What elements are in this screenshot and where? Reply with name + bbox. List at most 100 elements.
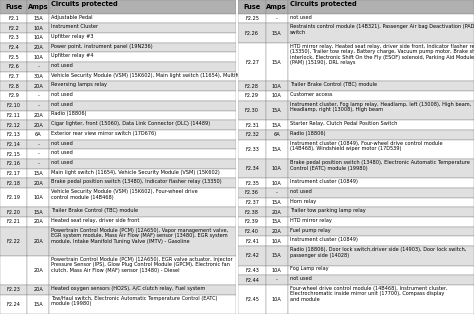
Bar	[288, 236, 474, 246]
Bar	[238, 159, 265, 178]
Bar	[288, 188, 474, 198]
Bar	[49, 285, 236, 295]
Text: Instrument Cluster: Instrument Cluster	[51, 24, 99, 29]
Bar	[238, 217, 265, 227]
Text: F2.1: F2.1	[8, 16, 19, 21]
Bar	[288, 140, 474, 159]
Text: 15A: 15A	[272, 253, 282, 258]
Text: 10A: 10A	[272, 239, 282, 244]
Bar	[49, 81, 236, 91]
Text: Instrument cluster (10849): Instrument cluster (10849)	[290, 179, 358, 184]
Bar	[49, 188, 236, 208]
Text: 10A: 10A	[272, 268, 282, 273]
Bar	[288, 227, 474, 236]
Bar	[49, 149, 236, 159]
Text: 15A: 15A	[272, 219, 282, 225]
Bar	[265, 178, 288, 188]
Text: 10A: 10A	[33, 195, 43, 200]
Bar	[238, 266, 265, 275]
Text: not used: not used	[290, 14, 311, 19]
Text: 10A: 10A	[272, 181, 282, 186]
Bar	[49, 227, 236, 256]
Bar	[27, 81, 49, 91]
Text: 20A: 20A	[33, 113, 43, 118]
Bar	[49, 130, 236, 140]
Bar	[288, 14, 474, 23]
Text: not used: not used	[51, 63, 73, 68]
Text: F2.13: F2.13	[7, 132, 20, 137]
Text: Main light switch (11654), Vehicle Security Module (VSM) (15K602): Main light switch (11654), Vehicle Secur…	[51, 170, 220, 175]
Text: 20A: 20A	[272, 229, 282, 234]
Text: F2.32: F2.32	[245, 132, 259, 137]
Bar	[49, 140, 236, 149]
Bar	[27, 285, 49, 295]
Text: F2.45: F2.45	[245, 297, 259, 302]
Text: F2.22: F2.22	[7, 239, 20, 244]
Bar	[0, 159, 27, 169]
Text: F2.2: F2.2	[8, 26, 19, 31]
Text: 6A: 6A	[273, 132, 280, 137]
Text: Tow/Haul switch, Electronic Automatic Temperature Control (EATC)
module (19980): Tow/Haul switch, Electronic Automatic Te…	[51, 295, 218, 306]
Bar	[238, 14, 265, 23]
Text: Powertrain Control Module (PCM) (12A650), Vapor management valve,
EGR system mod: Powertrain Control Module (PCM) (12A650)…	[51, 228, 228, 244]
Bar	[238, 285, 265, 314]
Text: 10A: 10A	[272, 94, 282, 99]
Text: F2.29: F2.29	[245, 94, 259, 99]
Bar	[265, 236, 288, 246]
Text: 20A: 20A	[272, 210, 282, 215]
Text: not used: not used	[51, 150, 73, 155]
Bar	[265, 14, 288, 23]
Bar	[288, 43, 474, 81]
Text: 10A: 10A	[33, 35, 43, 41]
Text: 15A: 15A	[34, 16, 43, 21]
Bar	[238, 227, 265, 236]
Bar	[288, 120, 474, 130]
Bar	[0, 0, 27, 14]
Bar	[265, 198, 288, 208]
Bar	[265, 120, 288, 130]
Bar	[238, 275, 265, 285]
Bar	[0, 62, 27, 72]
Text: -: -	[37, 142, 39, 147]
Text: Brake pedal position switch (13480), Electronic Automatic Temperature
Control (E: Brake pedal position switch (13480), Ele…	[290, 160, 470, 171]
Text: F2.3: F2.3	[8, 35, 19, 41]
Text: Starter Relay, Clutch Pedal Position Switch: Starter Relay, Clutch Pedal Position Swi…	[290, 121, 397, 126]
Text: F2.41: F2.41	[245, 239, 259, 244]
Text: 15A: 15A	[272, 108, 282, 113]
Text: F2.9: F2.9	[8, 94, 19, 99]
Bar	[27, 159, 49, 169]
Text: F2.10: F2.10	[7, 103, 20, 108]
Bar	[265, 91, 288, 101]
Text: Trailer tow parking lamp relay: Trailer tow parking lamp relay	[290, 208, 365, 213]
Text: Powertrain Control Module (PCM) (12A650), EGR valve actuator, Injector
Pressure : Powertrain Control Module (PCM) (12A650)…	[51, 257, 233, 273]
Bar	[0, 256, 27, 285]
Text: F2.11: F2.11	[7, 113, 20, 118]
Bar	[49, 295, 236, 314]
Bar	[49, 91, 236, 101]
Bar	[0, 169, 27, 178]
Text: HTD mirror relay, Heated seat relay, driver side front, Indicator flasher relay
: HTD mirror relay, Heated seat relay, dri…	[290, 44, 474, 65]
Bar	[238, 81, 265, 91]
Text: F2.38: F2.38	[245, 210, 259, 215]
Text: F2.21: F2.21	[7, 219, 20, 225]
Bar	[0, 149, 27, 159]
Bar	[265, 101, 288, 120]
Bar	[265, 246, 288, 266]
Bar	[265, 208, 288, 217]
Bar	[49, 101, 236, 111]
Text: Trailer Brake Control (TBC) module: Trailer Brake Control (TBC) module	[51, 208, 138, 213]
Bar	[265, 159, 288, 178]
Text: -: -	[37, 152, 39, 157]
Text: F2.39: F2.39	[245, 219, 259, 225]
Text: 20A: 20A	[33, 84, 43, 89]
Text: 10A: 10A	[272, 166, 282, 171]
Bar	[238, 198, 265, 208]
Text: F2.40: F2.40	[245, 229, 259, 234]
Bar	[27, 111, 49, 120]
Bar	[49, 43, 236, 52]
Bar	[49, 62, 236, 72]
Bar	[49, 14, 236, 23]
Text: Instrument cluster (10849): Instrument cluster (10849)	[290, 237, 358, 242]
Text: Heated oxygen sensors (HO2S), A/C clutch relay, Fuel system: Heated oxygen sensors (HO2S), A/C clutch…	[51, 286, 206, 291]
Text: F2.4: F2.4	[8, 45, 19, 50]
